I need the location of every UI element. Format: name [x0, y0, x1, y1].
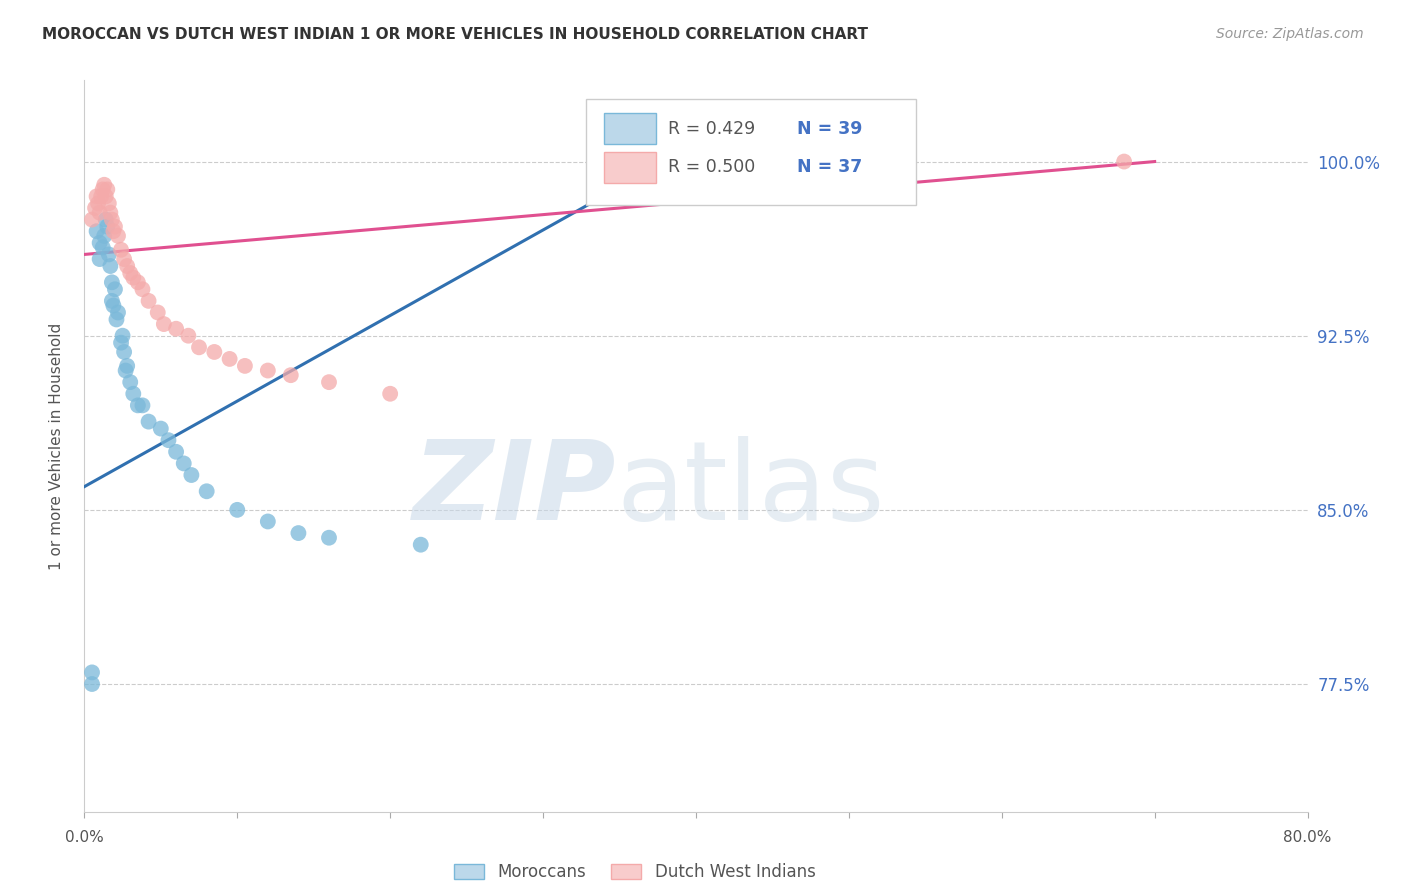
- Point: [202, 345, 225, 359]
- Text: R = 0.429: R = 0.429: [668, 120, 755, 137]
- Point: [112, 252, 135, 266]
- Point: [127, 398, 149, 412]
- Point: [96, 219, 118, 234]
- Point: [107, 228, 129, 243]
- Point: [89, 252, 111, 266]
- Point: [104, 219, 127, 234]
- Point: [96, 182, 118, 196]
- Text: 80.0%: 80.0%: [1284, 830, 1331, 846]
- Text: Source: ZipAtlas.com: Source: ZipAtlas.com: [1216, 27, 1364, 41]
- Point: [86, 224, 108, 238]
- Point: [111, 328, 134, 343]
- Point: [115, 359, 138, 373]
- Point: [112, 345, 135, 359]
- Point: [257, 363, 280, 377]
- Point: [89, 235, 111, 250]
- FancyBboxPatch shape: [605, 152, 655, 183]
- Point: [1114, 154, 1136, 169]
- Legend: Moroccans, Dutch West Indians: Moroccans, Dutch West Indians: [447, 856, 823, 888]
- Point: [101, 212, 124, 227]
- Point: [86, 189, 108, 203]
- Y-axis label: 1 or more Vehicles in Household: 1 or more Vehicles in Household: [49, 322, 63, 570]
- Point: [233, 359, 256, 373]
- Point: [177, 328, 200, 343]
- Text: ZIP: ZIP: [413, 436, 616, 543]
- Point: [103, 224, 125, 238]
- Point: [180, 468, 202, 483]
- Point: [218, 351, 240, 366]
- Point: [105, 312, 128, 326]
- Point: [110, 335, 132, 350]
- Point: [122, 386, 145, 401]
- Point: [103, 299, 125, 313]
- Point: [97, 247, 120, 261]
- Point: [120, 375, 142, 389]
- Point: [149, 421, 172, 435]
- Point: [80, 212, 103, 227]
- Point: [153, 317, 176, 331]
- Point: [654, 159, 676, 173]
- Point: [98, 205, 121, 219]
- Point: [131, 282, 153, 296]
- Point: [80, 665, 103, 680]
- Point: [93, 178, 115, 192]
- Point: [280, 368, 302, 383]
- Point: [98, 259, 121, 273]
- Text: N = 39: N = 39: [797, 120, 863, 137]
- Point: [91, 240, 114, 254]
- Point: [188, 340, 211, 354]
- Point: [80, 677, 103, 691]
- Point: [138, 415, 160, 429]
- Text: MOROCCAN VS DUTCH WEST INDIAN 1 OR MORE VEHICLES IN HOUSEHOLD CORRELATION CHART: MOROCCAN VS DUTCH WEST INDIAN 1 OR MORE …: [42, 27, 868, 42]
- Text: R = 0.500: R = 0.500: [668, 158, 755, 177]
- FancyBboxPatch shape: [586, 99, 917, 204]
- Point: [97, 196, 120, 211]
- Point: [93, 228, 115, 243]
- Point: [101, 293, 124, 308]
- Point: [114, 363, 136, 377]
- Point: [257, 515, 280, 529]
- Point: [165, 445, 187, 459]
- Point: [115, 259, 138, 273]
- Point: [107, 305, 129, 319]
- Point: [91, 182, 114, 196]
- Point: [165, 322, 187, 336]
- Point: [157, 433, 180, 447]
- Point: [89, 205, 111, 219]
- Text: atlas: atlas: [616, 436, 884, 543]
- Point: [131, 398, 153, 412]
- Point: [318, 375, 340, 389]
- Point: [127, 275, 149, 289]
- Point: [226, 503, 249, 517]
- Point: [90, 189, 112, 203]
- Point: [409, 538, 432, 552]
- Point: [146, 305, 169, 319]
- Point: [87, 196, 110, 211]
- Point: [94, 212, 117, 227]
- Point: [318, 531, 340, 545]
- Point: [287, 526, 309, 541]
- Point: [101, 275, 124, 289]
- FancyBboxPatch shape: [605, 113, 655, 144]
- Point: [380, 386, 402, 401]
- Point: [120, 266, 142, 280]
- Point: [104, 282, 127, 296]
- Point: [110, 243, 132, 257]
- Point: [195, 484, 218, 499]
- Text: 0.0%: 0.0%: [65, 830, 104, 846]
- Point: [173, 457, 195, 471]
- Point: [138, 293, 160, 308]
- Text: N = 37: N = 37: [797, 158, 863, 177]
- Point: [94, 189, 117, 203]
- Point: [122, 270, 145, 285]
- Point: [84, 201, 107, 215]
